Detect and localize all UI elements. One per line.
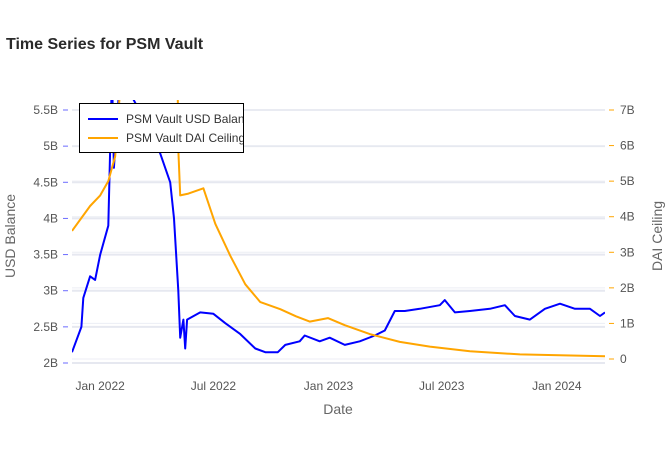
legend-label-dai: PSM Vault DAI Ceiling xyxy=(126,131,244,145)
y-tick-label: 2.5B xyxy=(33,320,58,334)
legend: PSM Vault USD Balance PSM Vault DAI Ceil… xyxy=(79,103,244,153)
x-tick-label: Jan 2024 xyxy=(532,379,582,393)
y2-tick-label: 0 xyxy=(620,352,627,366)
x-tick-label: Jan 2022 xyxy=(75,379,125,393)
legend-label-usd: PSM Vault USD Balance xyxy=(126,112,244,126)
y-tick-label: 4B xyxy=(43,211,58,225)
y2-tick-label: 6B xyxy=(620,139,635,153)
x-tick-label: Jul 2023 xyxy=(419,379,465,393)
y-tick-label: 2B xyxy=(43,356,58,370)
y-tick-label: 4.5B xyxy=(33,175,58,189)
y2-tick-label: 4B xyxy=(620,210,635,224)
legend-swatch-dai xyxy=(88,137,118,139)
y-tick-label: 5B xyxy=(43,139,58,153)
y2-tick-label: 2B xyxy=(620,281,635,295)
x-tick-label: Jan 2023 xyxy=(304,379,354,393)
y2-tick-label: 5B xyxy=(620,174,635,188)
chart-title: Time Series for PSM Vault xyxy=(6,36,204,53)
y-tick-label: 3B xyxy=(43,284,58,298)
y2-tick-label: 7B xyxy=(620,103,635,117)
y2-axis-label: DAI Ceiling xyxy=(649,201,665,271)
y-tick-label: 3.5B xyxy=(33,248,58,262)
legend-item-usd-balance[interactable]: PSM Vault USD Balance xyxy=(88,111,244,127)
legend-swatch-usd xyxy=(88,118,118,120)
x-axis-label: Date xyxy=(323,401,353,417)
legend-item-dai-ceiling[interactable]: PSM Vault DAI Ceiling xyxy=(88,130,244,146)
y2-tick-label: 1B xyxy=(620,316,635,330)
x-tick-label: Jul 2022 xyxy=(191,379,237,393)
y-axis-label: USD Balance xyxy=(2,194,18,278)
y2-tick-label: 3B xyxy=(620,245,635,259)
y-tick-label: 5.5B xyxy=(33,103,58,117)
